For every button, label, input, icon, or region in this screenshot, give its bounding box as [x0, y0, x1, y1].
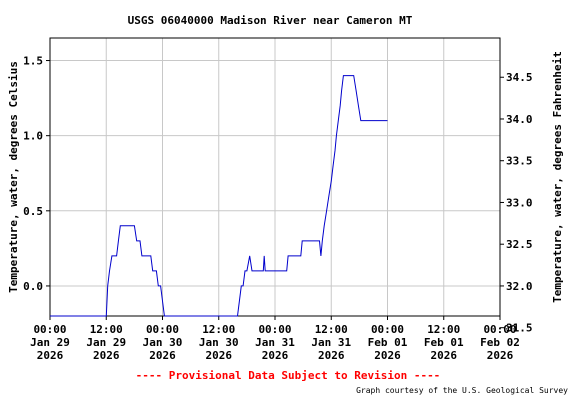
- series-line: [50, 75, 388, 317]
- x-tick-label: 00:00 Feb 01 2026: [368, 323, 408, 362]
- x-tick-label-line: Jan 30: [143, 336, 183, 349]
- x-tick-label-line: 12:00: [90, 323, 123, 336]
- x-tick-label: 12:00 Jan 30 2026: [199, 323, 239, 362]
- x-tick-label-line: 2026: [149, 349, 176, 362]
- x-tick-label-line: 00:00: [33, 323, 66, 336]
- chart-title: USGS 06040000 Madison River near Cameron…: [128, 14, 413, 27]
- x-tick-label-line: 12:00: [202, 323, 235, 336]
- x-tick-label-line: Jan 31: [311, 336, 351, 349]
- y-tick-label-right: 32.0: [506, 280, 533, 293]
- grid-lines: [50, 38, 500, 316]
- y-tick-label-right: 32.5: [506, 238, 533, 251]
- x-tick-label-line: 2026: [206, 349, 233, 362]
- x-tick-label-line: 00:00: [258, 323, 291, 336]
- x-tick-label-line: Jan 31: [255, 336, 295, 349]
- y-tick-label-right: 33.0: [506, 196, 533, 209]
- credit-note: Graph courtesy of the U.S. Geological Su…: [356, 386, 568, 395]
- x-tick-label-line: Feb 01: [368, 336, 408, 349]
- x-tick-label: 12:00 Jan 31 2026: [311, 323, 351, 362]
- x-tick-label-line: Feb 02: [480, 336, 520, 349]
- x-tick-label-line: Jan 30: [199, 336, 239, 349]
- x-tick-label-line: 12:00: [315, 323, 348, 336]
- y-tick-label-right: 31.5: [506, 322, 533, 335]
- x-tick-label: 12:00 Feb 01 2026: [424, 323, 464, 362]
- x-tick-label-line: 2026: [374, 349, 401, 362]
- y-tick-label-right: 34.0: [506, 113, 533, 126]
- x-tick-label-line: 2026: [37, 349, 64, 362]
- x-tick-label: 12:00 Jan 29 2026: [86, 323, 126, 362]
- x-tick-label: 00:00 Feb 02 2026: [480, 323, 520, 362]
- x-tick-label-line: 00:00: [146, 323, 179, 336]
- x-tick-label-line: Feb 01: [424, 336, 464, 349]
- y-tick-label-right: 33.5: [506, 155, 533, 168]
- x-tick-label-line: 2026: [487, 349, 514, 362]
- y-tick-label-left: 0.5: [23, 205, 43, 218]
- x-tick-label-line: 2026: [431, 349, 458, 362]
- x-tick-label: 00:00 Jan 30 2026: [143, 323, 183, 362]
- y-tick-label-left: 1.5: [23, 55, 43, 68]
- y-axis-label-left: Temperature, water, degrees Celsius: [7, 61, 20, 293]
- y-tick-label-left: 0.0: [23, 280, 43, 293]
- y-tick-label-left: 1.0: [23, 130, 43, 143]
- series-layer: [50, 75, 388, 317]
- x-tick-label-line: 00:00: [371, 323, 404, 336]
- x-tick-label-line: 2026: [318, 349, 345, 362]
- x-tick-label: 00:00 Jan 29 2026: [30, 323, 70, 362]
- x-tick-label-line: 00:00: [483, 323, 516, 336]
- x-tick-label-line: Jan 29: [86, 336, 126, 349]
- y-tick-label-right: 34.5: [506, 71, 533, 84]
- x-tick-label-line: 2026: [93, 349, 120, 362]
- x-tick-label-line: Jan 29: [30, 336, 70, 349]
- y-axis-label-right: Temperature, water, degrees Fahrenheit: [551, 51, 564, 303]
- x-tick-label-line: 2026: [262, 349, 289, 362]
- x-tick-label: 00:00 Jan 31 2026: [255, 323, 295, 362]
- axis-ticks: [46, 60, 504, 329]
- x-tick-label-line: 12:00: [427, 323, 460, 336]
- provisional-notice: ---- Provisional Data Subject to Revisio…: [136, 369, 441, 382]
